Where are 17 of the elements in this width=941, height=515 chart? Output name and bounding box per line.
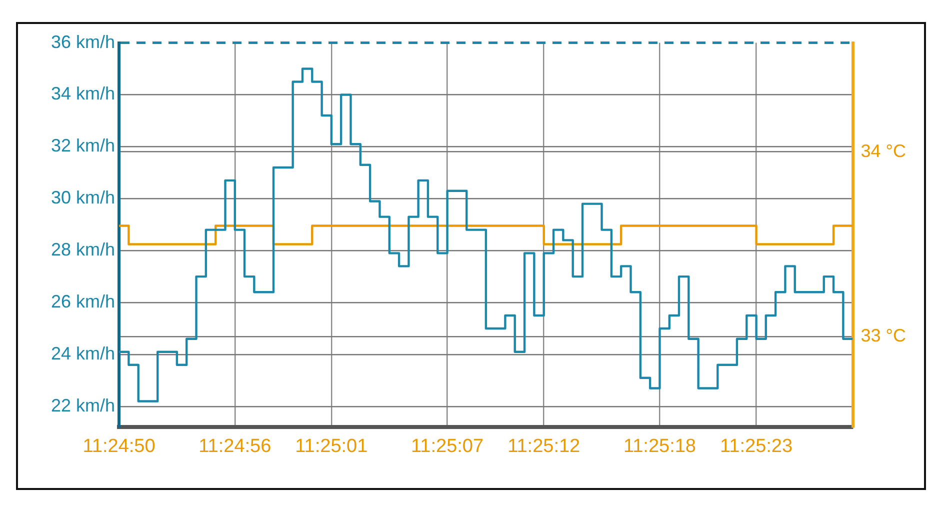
y2-tick-label: 33 °C [860,326,906,346]
x-tick-label: 11:25:12 [508,436,580,457]
y-tick-label: 22 km/h [50,395,116,416]
y-tick-label: 30 km/h [50,188,116,208]
x-tick-label: 11:25:23 [720,436,793,457]
x-tick-label: 11:24:50 [82,436,156,457]
y-tick-label: 36 km/h [50,32,116,52]
y-tick-label: 26 km/h [50,292,116,312]
x-tick-label: 11:25:07 [411,436,484,457]
y2-tick-label: 34 °C [860,140,906,161]
y-tick-label: 34 km/h [50,84,116,104]
y-tick-label: 24 km/h [50,343,116,364]
y-tick-label: 32 km/h [50,136,116,156]
x-tick-label: 11:25:18 [623,436,696,457]
x-tick-label: 11:24:56 [198,436,272,457]
x-tick-label: 11:25:01 [295,436,368,457]
y-tick-label: 28 km/h [50,240,116,260]
